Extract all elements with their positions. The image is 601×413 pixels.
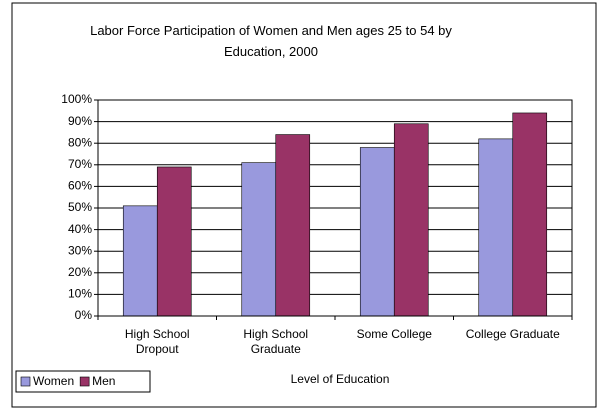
x-tick-label: Some College [356, 327, 432, 341]
x-axis-label: Level of Education [290, 372, 390, 386]
y-tick-label: 30% [68, 243, 92, 257]
legend-label: Men [92, 374, 115, 388]
chart-title: Labor Force Participation of Women and M… [90, 23, 452, 59]
y-tick-label: 90% [68, 114, 92, 128]
y-tick-label: 20% [68, 265, 92, 279]
x-tick-label: College Graduate [465, 327, 560, 341]
bar [122, 205, 158, 317]
legend-swatch [20, 376, 31, 387]
bar [156, 166, 192, 317]
bar [393, 123, 429, 317]
y-tick-label: 80% [68, 135, 92, 149]
legend-label: Women [33, 374, 74, 388]
y-tick-label: 0% [75, 308, 93, 322]
bar [241, 162, 277, 317]
bar [478, 138, 514, 317]
bar [359, 147, 395, 317]
y-tick-label: 100% [61, 92, 92, 106]
x-tick-label: High School Graduate [243, 327, 309, 356]
y-tick-label: 50% [68, 200, 92, 214]
bar [275, 134, 311, 317]
bar [512, 112, 548, 317]
y-tick-label: 70% [68, 157, 92, 171]
y-tick-label: 10% [68, 287, 92, 301]
y-tick-label: 60% [68, 179, 92, 193]
y-tick-label: 40% [68, 222, 92, 236]
legend-swatch [79, 376, 90, 387]
x-tick-label: High School Dropout [124, 327, 190, 356]
